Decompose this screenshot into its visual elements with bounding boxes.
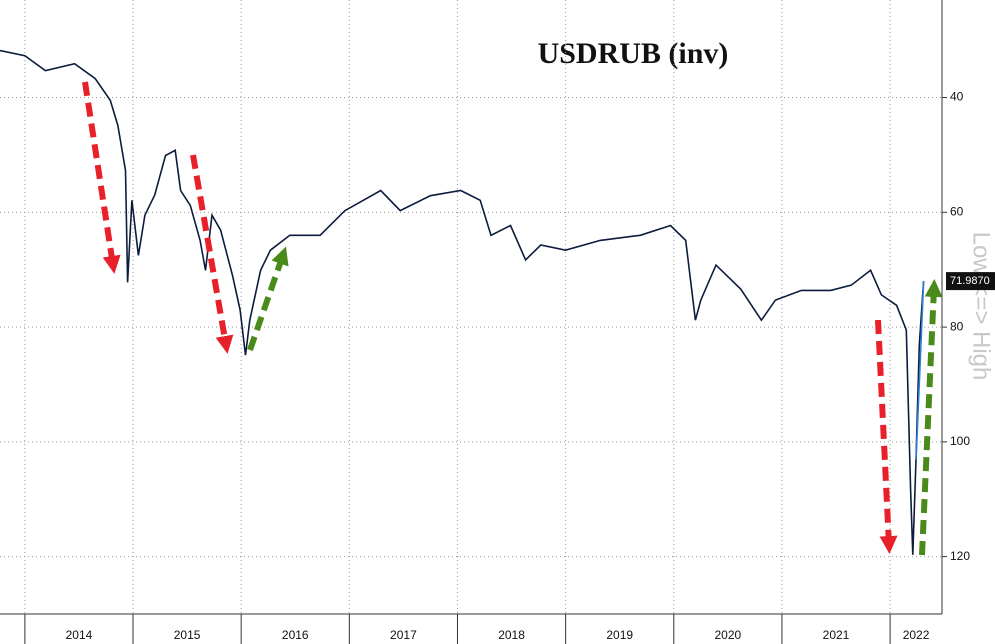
x-tick-label: 2014 [66,628,93,642]
arrow [190,154,234,354]
last-value-box [946,272,995,291]
arrow [919,279,943,556]
x-tick-label: 2017 [390,628,417,642]
y-tick-label: 100 [950,434,970,448]
x-tick-label: 2022 [903,628,930,642]
arrow [875,319,898,554]
last-value-label: 71.9870 [950,275,990,287]
x-tick-label: 2021 [823,628,850,642]
y-tick-label: 80 [950,319,964,333]
x-tick-label: 2018 [498,628,525,642]
y-tick-label: 60 [950,204,964,218]
x-tick-label: 2019 [606,628,633,642]
y-tick-label: 40 [950,90,964,104]
arrow [247,246,289,351]
y-axis-label: Low <=> High [968,232,995,381]
x-tick-label: 2016 [282,628,309,642]
y-tick-label: 120 [950,549,970,563]
arrow [82,81,121,274]
x-tick-label: 2015 [174,628,201,642]
x-tick-label: 2020 [715,628,742,642]
chart-title: USDRUB (inv) [538,37,729,70]
line [0,49,925,555]
line-highlight [915,281,925,460]
annotations [82,81,943,556]
